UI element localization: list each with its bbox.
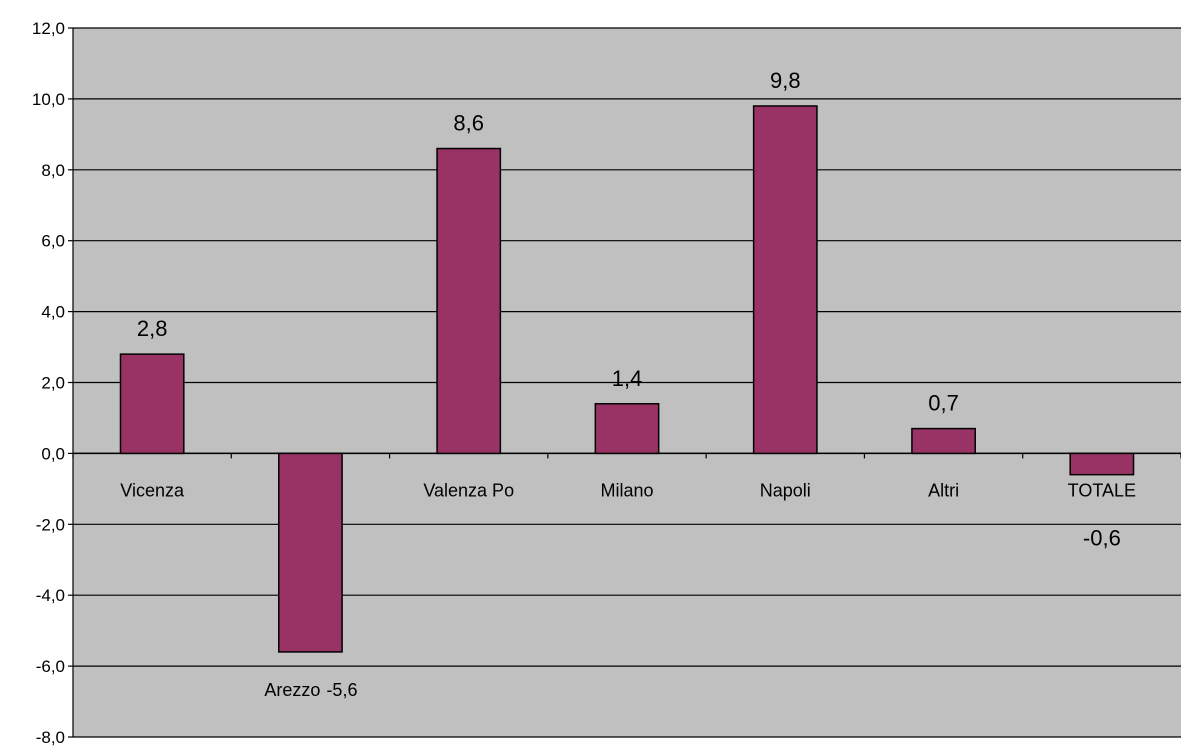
labels: 12,0 10,0 8,0 6,0 4,0 2,0 0,0 -2,0 -4,0 -6,0 -8,0 V… (32, 19, 1136, 747)
data-label: 0,7 (928, 391, 959, 416)
bars (119, 105, 1135, 653)
data-label: -5,6 (326, 680, 357, 700)
bar (1069, 452, 1135, 476)
y-tick-label: 12,0 (32, 19, 65, 38)
category-label: TOTALE (1068, 480, 1136, 500)
y-tick-label: 2,0 (41, 374, 65, 393)
y-tick-label: 4,0 (41, 303, 65, 322)
data-label: 1,4 (612, 366, 643, 391)
category-label: Milano (600, 480, 653, 500)
y-tick-label: -8,0 (36, 728, 65, 747)
y-tick-label: -2,0 (36, 515, 65, 534)
category-label: Arezzo (264, 680, 320, 700)
bar (911, 427, 976, 455)
bar (594, 403, 660, 455)
category-label: Valenza Po (423, 480, 514, 500)
y-tick-label: -6,0 (36, 657, 65, 676)
data-label: 2,8 (137, 316, 168, 341)
bar (436, 147, 502, 455)
bar (119, 353, 185, 455)
bar (752, 105, 818, 455)
category-label: Altri (928, 480, 959, 500)
bar (278, 452, 343, 653)
category-label: Napoli (760, 480, 811, 500)
data-label: 9,8 (770, 68, 801, 93)
y-tick-label: 0,0 (41, 444, 65, 463)
y-tick-label: 6,0 (41, 232, 65, 251)
y-tick-label: 8,0 (41, 161, 65, 180)
y-tick-label: -4,0 (36, 586, 65, 605)
data-label: 8,6 (453, 111, 484, 136)
gridlines (73, 27, 1181, 738)
data-label: -0,6 (1083, 525, 1121, 550)
y-tick-label: 10,0 (32, 90, 65, 109)
category-label: Vicenza (120, 480, 185, 500)
